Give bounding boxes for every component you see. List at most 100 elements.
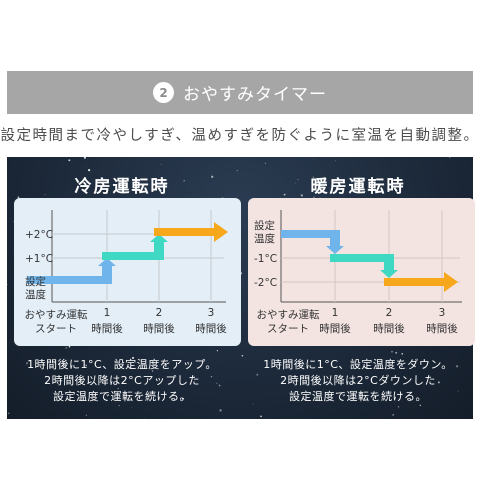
star [130, 407, 132, 408]
star [313, 196, 315, 199]
star [87, 168, 91, 172]
star [7, 412, 10, 415]
y-label-set2: 温度 [25, 288, 46, 301]
cooling-diagram: +2°C +1°C 設定 温度 おやすみ運転 スタート 1 時間後 2 時間後 … [14, 198, 241, 346]
arrow-green-step [102, 234, 168, 260]
y-label-set1: 設定 [25, 275, 46, 288]
star [118, 405, 120, 407]
star [143, 418, 145, 419]
star [260, 415, 262, 418]
star [295, 182, 297, 184]
star [211, 175, 214, 178]
star [216, 382, 218, 384]
section-header: 2 おやすみタイマー [7, 71, 473, 114]
star [151, 370, 154, 372]
heating-caption-line: 1時間後に1°C、設定温度をダウン。 [263, 358, 453, 371]
section-description: 設定時間まで冷やしすぎ、温めすぎを防ぐように室温を自動調整。 [0, 128, 480, 144]
star [455, 365, 459, 368]
star [65, 346, 68, 349]
x-label-2-num: 2 [386, 307, 393, 319]
star [160, 163, 162, 165]
star [85, 364, 88, 367]
star [148, 393, 151, 396]
star [7, 283, 8, 286]
star [68, 159, 71, 162]
y-label-set1: 設定 [254, 219, 275, 232]
star [236, 170, 238, 172]
arrow-orange-step [154, 222, 228, 242]
star [283, 193, 286, 196]
star [392, 413, 395, 416]
star [241, 354, 244, 357]
star [312, 176, 315, 178]
star [397, 406, 400, 408]
star [131, 356, 135, 359]
y-label-minus2: -2°C [254, 277, 277, 289]
star [183, 179, 185, 182]
star [68, 345, 71, 348]
x-label-start-2: スタート [35, 323, 77, 335]
star [300, 194, 303, 197]
x-label-1-num: 1 [104, 307, 111, 319]
star [216, 350, 218, 352]
star [12, 220, 14, 222]
arrow-green-step [330, 254, 398, 278]
star [419, 404, 421, 407]
x-label-1-num: 1 [332, 307, 339, 319]
star [42, 387, 44, 389]
star [401, 352, 404, 355]
heating-title: 暖房運転時 [310, 177, 406, 197]
x-label-1-unit: 時間後 [319, 322, 351, 335]
cooling-caption: 1時間後に1°C、設定温度をアップ。 2時間後以降は2°Cアップした 設定温度で… [12, 357, 232, 405]
x-label-start-2: スタート [267, 323, 309, 335]
star [374, 192, 376, 194]
y-label-plus1: +1°C [25, 253, 53, 265]
y-label-set2: 温度 [254, 232, 275, 245]
star [83, 157, 86, 159]
star [218, 384, 221, 387]
star [85, 414, 88, 416]
star [437, 381, 440, 384]
heating-caption: 1時間後に1°C、設定温度をダウン。 2時間後以降は2°Cダウンした 設定温度で… [248, 357, 468, 405]
star [256, 373, 259, 376]
star [297, 178, 299, 181]
x-label-start-1: おやすみ運転 [257, 309, 320, 321]
star [311, 158, 313, 160]
x-label-3-num: 3 [439, 307, 446, 319]
x-label-3-num: 3 [208, 307, 215, 319]
x-label-2-unit: 時間後 [373, 322, 405, 335]
star [219, 409, 222, 412]
cooling-caption-line: 1時間後に1°C、設定温度をアップ。 [27, 358, 217, 371]
star [44, 194, 46, 196]
heating-caption-line: 設定温度で運転を続ける。 [289, 390, 427, 403]
x-label-2-num: 2 [156, 307, 163, 319]
star [117, 387, 119, 390]
star [314, 384, 316, 386]
star [64, 363, 67, 366]
x-label-3-unit: 時間後 [426, 322, 458, 335]
star [17, 196, 20, 199]
arrow-blue-step [27, 258, 116, 284]
x-label-1-unit: 時間後 [91, 322, 123, 335]
x-label-3-unit: 時間後 [195, 322, 227, 335]
star [85, 166, 86, 168]
star [164, 183, 167, 186]
heating-caption-line: 2時間後以降は2°Cダウンした [280, 374, 436, 387]
star [457, 390, 459, 392]
y-label-minus1: -1°C [254, 253, 277, 265]
star [182, 397, 184, 400]
star [449, 157, 451, 159]
step-badge: 2 [153, 82, 174, 103]
star [334, 160, 336, 162]
star [391, 350, 393, 353]
star [210, 375, 213, 378]
star [395, 351, 398, 354]
x-label-2-unit: 時間後 [143, 322, 175, 335]
arrow-blue-step [281, 230, 344, 254]
section-title: おやすみタイマー [183, 85, 327, 105]
star [264, 162, 266, 164]
cooling-title: 冷房運転時 [74, 177, 170, 197]
star [252, 403, 254, 405]
cooling-caption-line: 設定温度で運転を続ける。 [53, 390, 191, 403]
x-label-start-1: おやすみ運転 [25, 309, 88, 321]
